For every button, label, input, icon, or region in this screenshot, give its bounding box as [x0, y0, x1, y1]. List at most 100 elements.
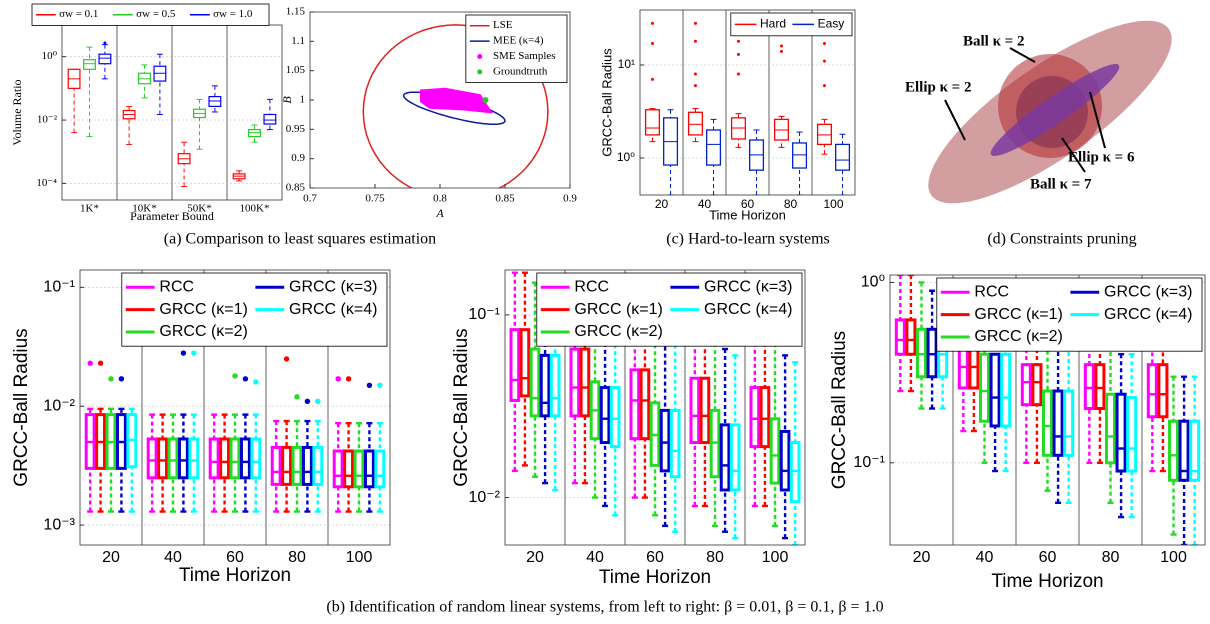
outlier [283, 356, 290, 362]
x-tick-label: 100 [823, 197, 843, 211]
box [519, 328, 531, 398]
plot-area [640, 10, 855, 195]
outlier [242, 376, 249, 382]
x-tick-label: 0.75 [365, 193, 385, 205]
box [167, 437, 179, 480]
box [229, 437, 241, 480]
legend-label: σw = 1.0 [213, 8, 253, 20]
box [894, 318, 906, 356]
illustration-label: Ellip κ = 2 [905, 79, 971, 95]
x-tick-label: 20 [655, 197, 669, 211]
y-tick-label: 10⁰ [42, 50, 58, 62]
box [1104, 392, 1117, 465]
outlier [118, 376, 125, 382]
box [729, 423, 741, 492]
box [1020, 363, 1032, 407]
plot-marks [644, 10, 851, 195]
legend-label: GRCC (κ=4) [1104, 306, 1192, 323]
legend-label: GRCC (κ=3) [289, 278, 377, 295]
box [353, 449, 365, 489]
box [1189, 419, 1201, 482]
y-tick-label: 10⁰ [617, 150, 635, 164]
y-tick-label: 10¹ [618, 57, 635, 71]
outlier [822, 42, 826, 46]
x-tick-label: 20 [526, 549, 544, 566]
outlier [345, 376, 352, 382]
x-tick-label: 100 [762, 549, 789, 566]
y-tick-label: 1.15 [286, 6, 306, 18]
legend-label: SME Samples [493, 50, 556, 62]
legend-label: Hard [760, 17, 786, 31]
box [1000, 352, 1012, 428]
outlier [180, 350, 187, 356]
chart: 10⁰ 10¹ GRCC-Ball Radius Time Horizon 20 40 60… [599, 9, 856, 222]
legend-box [730, 12, 853, 37]
legend-label: RCC [574, 278, 609, 295]
x-tick-label: 0.7 [303, 193, 317, 205]
x-axis-label: Time Horizon [709, 207, 786, 222]
x-tick-label: 50K* [187, 202, 211, 214]
legend-label: GRCC (κ=1) [974, 306, 1062, 323]
x-tick-label: 10K* [132, 202, 156, 214]
x-tick-label: 80 [1102, 549, 1120, 566]
legend-label: MEE (κ=4) [493, 35, 544, 47]
y-axis-label: GRCC-Ball Radius [451, 328, 472, 486]
box [639, 368, 651, 441]
box [281, 445, 293, 486]
outlier [693, 39, 697, 43]
x-tick-label: 60 [741, 197, 755, 211]
box [1083, 363, 1095, 411]
box [835, 143, 851, 171]
x-tick-label: 40 [698, 197, 712, 211]
y-axis-label: GRCC-Ball Radius [599, 48, 614, 157]
illustration-label: Ball κ = 2 [963, 33, 1024, 49]
box [188, 437, 200, 480]
x-tick-label: 80 [784, 197, 798, 211]
legend-swatch [477, 69, 483, 75]
box [759, 386, 771, 449]
legend-swatch [477, 54, 483, 59]
outlier [693, 21, 697, 25]
x-tick-label: 60 [646, 549, 664, 566]
box [208, 95, 222, 107]
x-axis-label: Time Horizon [991, 571, 1103, 592]
box [609, 386, 621, 449]
box [529, 347, 541, 418]
box [1031, 363, 1043, 407]
outlier [693, 72, 697, 76]
y-tick-label: 10⁻⁴ [36, 177, 57, 189]
y-tick-label: 1.1 [291, 35, 305, 47]
box [549, 353, 561, 418]
sample-region [420, 87, 493, 114]
box [1167, 419, 1180, 482]
y-tick-label: 0.9 [291, 152, 305, 164]
outlier [822, 84, 826, 88]
outlier [232, 373, 238, 379]
legend-label: Easy [818, 17, 845, 31]
box [816, 123, 832, 146]
x-tick-label: 40 [164, 549, 182, 566]
box [1094, 363, 1106, 411]
legend-box [121, 272, 388, 347]
box [644, 109, 660, 136]
outlier [377, 382, 383, 388]
point [482, 97, 489, 103]
chart: 10⁻³ 10⁻² 10⁻¹ GRCC-Ball Radius Time Horizon… [11, 269, 391, 586]
y-tick-label: 10⁻² [468, 489, 500, 506]
box [769, 417, 781, 485]
box [291, 445, 303, 486]
legend-label: GRCC (κ=1) [574, 301, 662, 318]
outlier [650, 77, 654, 81]
box [699, 376, 711, 445]
arrow [1061, 137, 1086, 173]
plot-frame [504, 269, 806, 546]
box [98, 53, 112, 65]
outlier [366, 382, 373, 388]
box [301, 445, 313, 486]
outlier [304, 398, 311, 405]
legend-label: σw = 0.5 [136, 8, 176, 20]
x-axis-label: A [435, 206, 444, 220]
outlier [315, 398, 321, 405]
legend-label: GRCC (κ=1) [159, 301, 247, 318]
